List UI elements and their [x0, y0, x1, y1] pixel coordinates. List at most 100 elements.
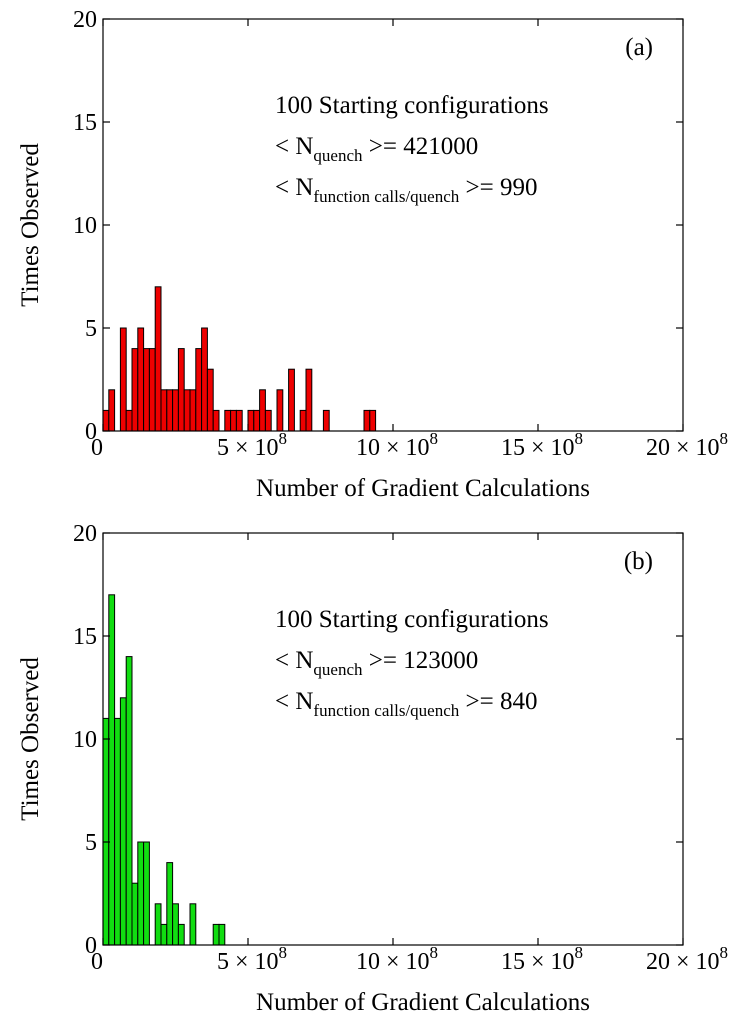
- histogram-bar: [108, 389, 116, 432]
- bars-group: [102, 594, 226, 946]
- annotation-line-3-suffix: >= 840: [459, 688, 537, 715]
- x-tick-label: 5 × 108: [217, 429, 287, 461]
- annotation-line-1: 100 Starting configurations: [275, 606, 549, 633]
- panel-label: (b): [624, 548, 653, 575]
- histogram-bar: [166, 389, 174, 432]
- annotation-line-3-subscript: function calls/quench: [313, 701, 459, 720]
- histogram-bar: [154, 286, 162, 432]
- x-tick-labels: 0 5 × 108 10 × 108 15 × 108 20 × 108: [91, 943, 728, 975]
- histogram-bar: [143, 348, 150, 432]
- annotation-line-2-prefix: < N: [275, 647, 313, 674]
- y-tick-label: 5: [85, 830, 97, 856]
- histogram-bar: [125, 656, 133, 946]
- histogram-bar: [224, 409, 232, 432]
- annotation-line-3-prefix: < N: [275, 174, 313, 201]
- histogram-bar: [172, 903, 179, 946]
- x-tick-label: 10 × 108: [356, 943, 438, 975]
- histogram-bar: [369, 409, 377, 432]
- annotation-line-2-subscript: quench: [313, 146, 363, 165]
- tick-marks: [102, 18, 684, 432]
- y-tick-label: 5: [85, 316, 97, 342]
- y-tick-label: 10: [73, 213, 97, 239]
- histogram-bar: [201, 327, 208, 432]
- histogram-bar: [119, 697, 127, 946]
- plot-frame: [102, 18, 684, 432]
- histogram-bar: [288, 368, 295, 432]
- x-tick-label: 0: [91, 949, 103, 975]
- x-tick-label: 15 × 108: [501, 429, 583, 461]
- x-tick-label: 20 × 108: [646, 943, 728, 975]
- histogram-bar: [125, 409, 133, 432]
- histogram-bar: [102, 409, 110, 432]
- histogram-bar: [160, 389, 168, 432]
- histogram-bar: [253, 409, 261, 432]
- y-tick-label: 0: [85, 933, 97, 959]
- histogram-bar: [131, 348, 139, 432]
- annotation-line-2-suffix: >= 123000: [363, 647, 479, 674]
- histogram-bar: [189, 389, 197, 432]
- histogram-bar: [172, 389, 179, 432]
- annotation-line-3-subscript: function calls/quench: [313, 187, 459, 206]
- histogram-bar: [264, 409, 272, 432]
- histogram-bar: [166, 862, 174, 946]
- x-tick-label: 0: [91, 435, 103, 461]
- annotation-line-3: < Nfunction calls/quench >= 840: [275, 688, 537, 720]
- annotation-line-1: 100 Starting configurations: [275, 92, 549, 119]
- histogram-bar: [114, 717, 121, 946]
- histogram-bar: [177, 348, 185, 432]
- y-tick-labels: 0 5 10 15 20: [73, 7, 97, 445]
- y-tick-label: 10: [73, 727, 97, 753]
- histogram-bar: [183, 389, 191, 432]
- annotation-line-3-prefix: < N: [275, 688, 313, 715]
- histogram-bar: [189, 903, 197, 946]
- histogram-bar: [276, 389, 284, 432]
- x-axis-title: Number of Gradient Calculations: [256, 475, 590, 502]
- histogram-bar: [131, 882, 139, 946]
- histogram-bar: [143, 841, 150, 946]
- x-tick-label: 10 × 108: [356, 429, 438, 461]
- x-axis-title: Number of Gradient Calculations: [256, 989, 590, 1016]
- x-tick-label: 5 × 108: [217, 943, 287, 975]
- annotation-line-2-suffix: >= 421000: [363, 133, 479, 160]
- histogram-bar: [235, 409, 243, 432]
- histogram-bar: [259, 389, 266, 432]
- bars-group: [102, 286, 377, 432]
- histogram-bar: [206, 368, 214, 432]
- histogram-bar: [154, 903, 162, 946]
- histogram-bar: [322, 409, 330, 432]
- plot-frame: [102, 532, 684, 946]
- annotation-line-2: < Nquench >= 123000: [275, 647, 478, 679]
- histogram-bar: [212, 923, 220, 946]
- histogram-bar: [218, 923, 226, 946]
- x-tick-label: 15 × 108: [501, 943, 583, 975]
- y-tick-label: 0: [85, 419, 97, 445]
- histogram-bar: [177, 923, 185, 946]
- annotation-line-3: < Nfunction calls/quench >= 990: [275, 174, 537, 206]
- histogram-bar: [299, 409, 307, 432]
- histogram-bar: [363, 409, 371, 432]
- annotation-line-2-prefix: < N: [275, 133, 313, 160]
- y-tick-label: 20: [73, 7, 97, 33]
- histogram-bar: [148, 348, 156, 432]
- x-tick-label: 20 × 108: [646, 429, 728, 461]
- histogram-panel-b: 0 5 10 15 20 0 5 × 108 10 × 108 15 × 108 20 × 10…: [17, 521, 728, 1016]
- histogram-bar: [137, 841, 145, 946]
- annotation-line-2: < Nquench >= 421000: [275, 133, 478, 165]
- x-tick-labels: 0 5 × 108 10 × 108 15 × 108 20 × 108: [91, 429, 728, 461]
- panel-label: (a): [625, 34, 653, 61]
- y-tick-label: 20: [73, 521, 97, 547]
- histogram-bar: [160, 923, 168, 946]
- y-tick-labels: 0 5 10 15 20: [73, 521, 97, 959]
- histogram-bar: [137, 327, 145, 432]
- histogram-bar: [119, 327, 127, 432]
- y-tick-label: 15: [73, 624, 97, 650]
- histogram-bar: [195, 348, 203, 432]
- histogram-panel-a: 0 5 10 15 20 0 5 × 108 10 × 108 15 × 108 20 × 10…: [17, 7, 728, 502]
- y-axis-title: Times Observed: [17, 657, 44, 821]
- tick-marks: [102, 532, 684, 946]
- annotation-line-3-suffix: >= 990: [459, 174, 537, 201]
- histogram-bar: [247, 409, 255, 432]
- y-axis-title: Times Observed: [17, 143, 44, 307]
- histogram-bar: [108, 594, 116, 946]
